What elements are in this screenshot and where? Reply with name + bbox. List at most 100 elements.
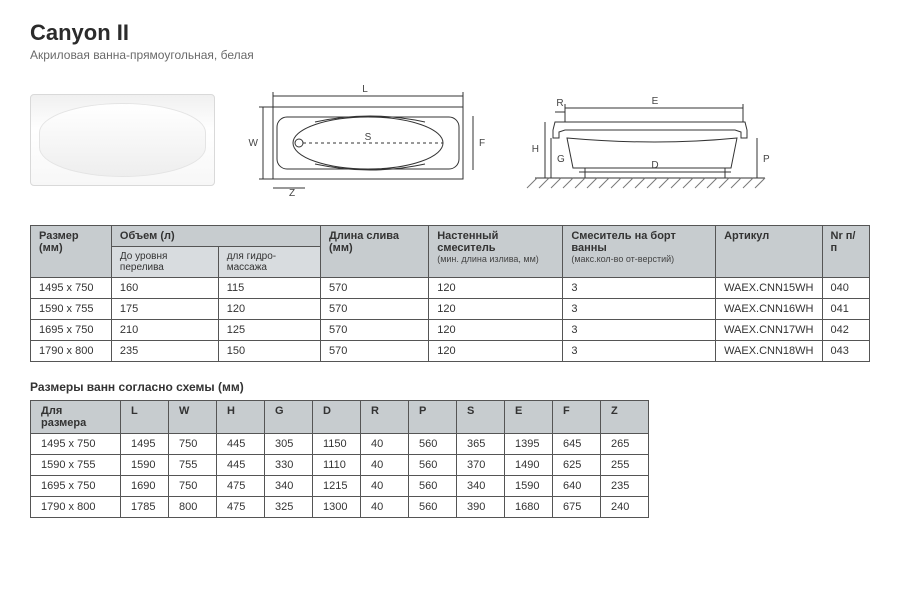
table-cell: WAEX.CNN18WH [716,341,822,362]
col-volume: Объем (л) [111,226,320,247]
table-cell: 475 [217,497,265,518]
dims-col: G [265,401,313,434]
table-cell: 560 [409,497,457,518]
table-row: 1790 x 800178580047532513004056039016806… [31,497,649,518]
table-cell: 570 [321,278,429,299]
col-sku: Артикул [716,226,822,278]
table-cell: 560 [409,476,457,497]
table-cell: 120 [429,320,563,341]
table-cell: 1590 [505,476,553,497]
dim-P: P [763,154,770,165]
col-vol-hydro: для гидро-массажа [218,247,320,278]
table-cell: 560 [409,434,457,455]
table-cell: 1695 x 750 [31,476,121,497]
table-cell: 40 [361,455,409,476]
table-cell: 115 [218,278,320,299]
dim-R: R [556,98,563,109]
table-cell: 042 [822,320,870,341]
table-cell: 570 [321,341,429,362]
table-cell: 1490 [505,455,553,476]
table-cell: 370 [457,455,505,476]
table-cell: 1150 [313,434,361,455]
table-cell: 3 [563,278,716,299]
table-cell: 755 [169,455,217,476]
table-cell: 570 [321,299,429,320]
product-photo [30,94,215,186]
table-cell: 1680 [505,497,553,518]
table-cell: 445 [217,455,265,476]
table-cell: 40 [361,434,409,455]
table-cell: 645 [553,434,601,455]
dims-col: R [361,401,409,434]
table-row: 1695 x 7502101255701203WAEX.CNN17WH042 [31,320,870,341]
dims-col: D [313,401,361,434]
dim-E: E [652,96,659,107]
diagram-top-view: L W S Z F [255,82,485,197]
table-row: 1695 x 750169075047534012154056034015906… [31,476,649,497]
dims-table: Для размераLWHGDRPSEFZ 1495 x 7501495750… [30,400,649,518]
dims-col: Z [601,401,649,434]
table-cell: 1495 [121,434,169,455]
table-cell: WAEX.CNN15WH [716,278,822,299]
table-cell: 040 [822,278,870,299]
dims-col: Для размера [31,401,121,434]
table-cell: 235 [111,341,218,362]
table-cell: 675 [553,497,601,518]
table-cell: 3 [563,341,716,362]
table-cell: 330 [265,455,313,476]
page-title: Canyon II [30,20,870,46]
table-row: 1790 x 8002351505701203WAEX.CNN18WH043 [31,341,870,362]
dims-col: L [121,401,169,434]
table-cell: 043 [822,341,870,362]
dims-col: F [553,401,601,434]
table-cell: 175 [111,299,218,320]
dim-G: G [557,154,565,165]
table-row: 1495 x 750149575044530511504056036513956… [31,434,649,455]
table-cell: 1785 [121,497,169,518]
col-drain: Длина слива (мм) [321,226,429,278]
table-cell: 325 [265,497,313,518]
table-cell: 800 [169,497,217,518]
table-cell: 560 [409,455,457,476]
table-cell: 570 [321,320,429,341]
col-nr: Nr п/п [822,226,870,278]
table-cell: 255 [601,455,649,476]
table-cell: 340 [457,476,505,497]
dim-D: D [651,160,658,171]
diagram-row: L W S Z F [30,82,870,197]
dim-F: F [479,138,485,149]
table-cell: 120 [429,299,563,320]
dim-L: L [362,84,368,95]
spec-table: Размер (мм) Объем (л) Длина слива (мм) Н… [30,225,870,362]
table-cell: 305 [265,434,313,455]
table-cell: 640 [553,476,601,497]
table-cell: 1495 x 750 [31,278,112,299]
table-row: 1495 x 7501601155701203WAEX.CNN15WH040 [31,278,870,299]
table-cell: 235 [601,476,649,497]
table-cell: 1395 [505,434,553,455]
dim-S: S [365,132,372,143]
table-cell: 1695 x 750 [31,320,112,341]
table-cell: 750 [169,434,217,455]
table-cell: 265 [601,434,649,455]
table-cell: WAEX.CNN17WH [716,320,822,341]
col-wall-mixer: Настенный смеситель (мин. длина излива, … [429,226,563,278]
table-row: 1590 x 7551751205701203WAEX.CNN16WH041 [31,299,870,320]
table-cell: 041 [822,299,870,320]
table-cell: 210 [111,320,218,341]
table-cell: 160 [111,278,218,299]
dims-col: H [217,401,265,434]
table-cell: 340 [265,476,313,497]
table-row: 1590 x 755159075544533011104056037014906… [31,455,649,476]
dims-col: E [505,401,553,434]
table-cell: 3 [563,299,716,320]
dims-table-title: Размеры ванн согласно схемы (мм) [30,380,870,394]
table-cell: 125 [218,320,320,341]
table-cell: 120 [429,341,563,362]
page-subtitle: Акриловая ванна-прямоугольная, белая [30,48,870,62]
table-cell: 365 [457,434,505,455]
table-cell: 475 [217,476,265,497]
table-cell: 1215 [313,476,361,497]
table-cell: 625 [553,455,601,476]
dims-col: S [457,401,505,434]
